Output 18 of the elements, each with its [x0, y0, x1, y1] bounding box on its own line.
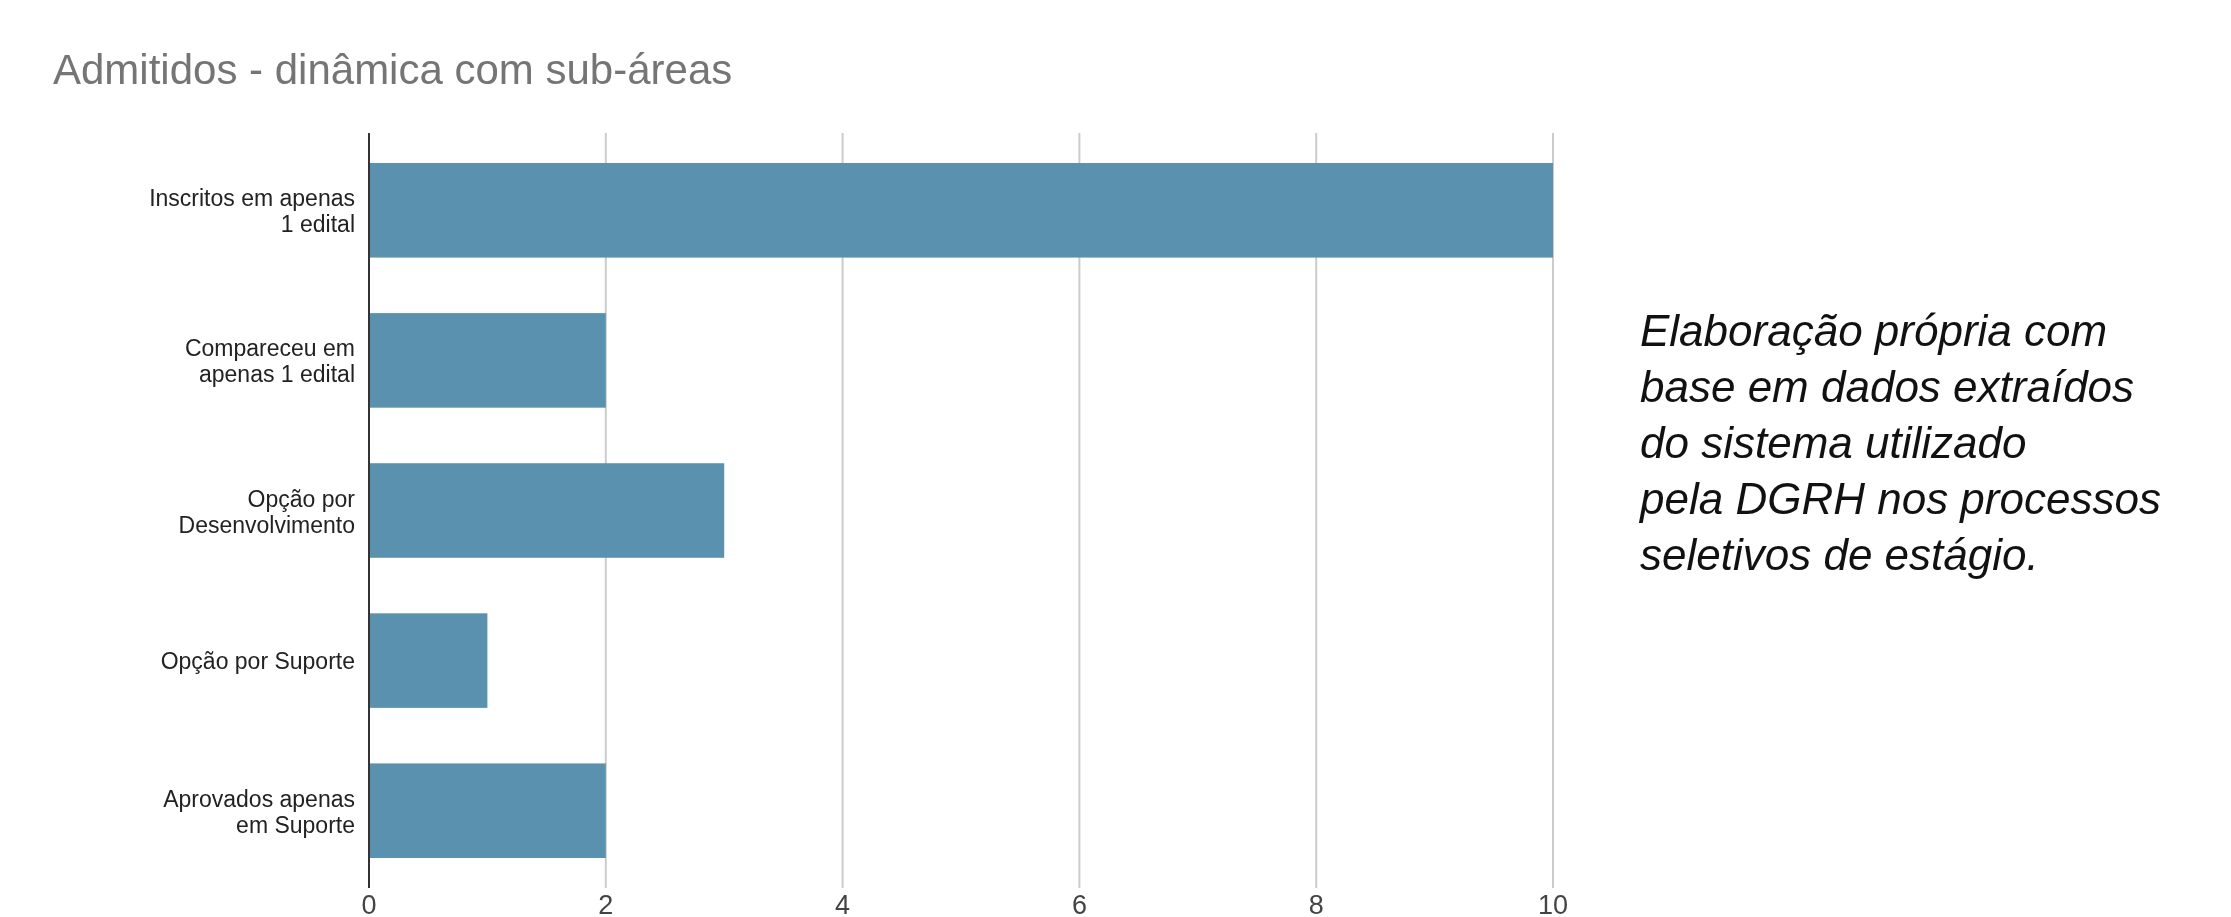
- x-tick-label: 8: [1308, 890, 1324, 917]
- chart-title: Admitidos - dinâmica com sub-áreas: [53, 46, 733, 93]
- bar: [369, 463, 725, 558]
- bar: [369, 313, 606, 408]
- x-tick-label: 2: [598, 890, 614, 917]
- x-tick-label: 0: [361, 890, 377, 917]
- x-tick-label: 6: [1071, 890, 1087, 917]
- y-tick-label: Opção por Desenvolvimento: [178, 485, 356, 538]
- y-tick-label: Inscritos em apenas 1 edital: [149, 185, 355, 238]
- x-tick-label: 10: [1537, 890, 1569, 917]
- y-tick-label: Opção por Suporte: [160, 647, 355, 674]
- bar: [369, 163, 1553, 258]
- bar: [369, 613, 488, 708]
- bar: [369, 763, 606, 858]
- y-tick-label: Compareceu em apenas 1 edital: [184, 335, 355, 388]
- y-tick-label: Aprovados apenas em Suporte: [163, 785, 355, 838]
- x-tick-label: 4: [835, 890, 851, 917]
- text: Elaboração própria com base em dados extraídos do sistema utilizado pela DGRH nos processos seletivos de estágio.: [1638, 306, 2161, 579]
